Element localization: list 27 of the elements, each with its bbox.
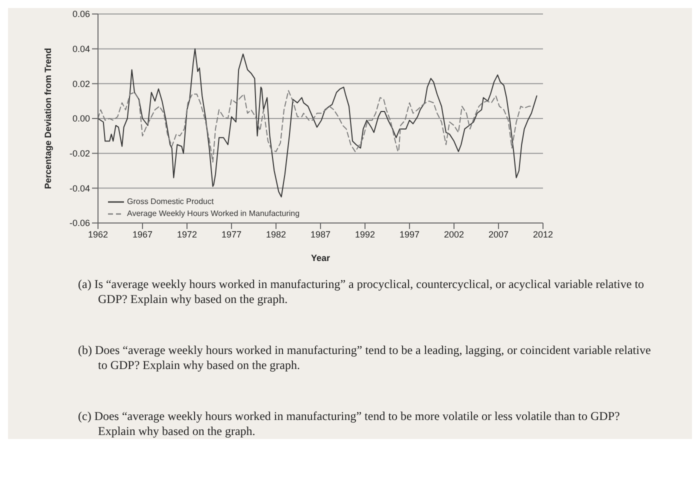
y-axis-title: Percentage Deviation from Trend bbox=[43, 48, 54, 190]
line-series bbox=[98, 48, 538, 198]
legend-label: Gross Domestic Product bbox=[127, 197, 214, 206]
x-tick-label: 1997 bbox=[399, 229, 420, 240]
x-tick-label: 1977 bbox=[221, 229, 242, 240]
text: (c) Does “average weekly hours worked in manufacturing” tend to be more volatile or less volatile than to GDP? Explain why based on the graph. bbox=[78, 409, 621, 439]
legend-label: Average Weekly Hours Worked in Manufacturing bbox=[127, 209, 300, 218]
x-tick-label: 2002 bbox=[444, 229, 464, 240]
text: (a) Is “average weekly hours worked in manufacturing” a procyclical, countercyclical, or acyclical variable relative to GDP? Explain why based on the graph. bbox=[78, 277, 646, 307]
x-tick-label: 1987 bbox=[310, 229, 331, 240]
y-tick-label: 0.00 bbox=[72, 114, 90, 124]
y-tick-label: 0.04 bbox=[72, 44, 90, 54]
x-tick-label: 1972 bbox=[176, 229, 198, 240]
x-tick-label: 1992 bbox=[354, 229, 376, 240]
x-tick-label: 1982 bbox=[266, 229, 286, 240]
x-tick-label: 2007 bbox=[488, 229, 509, 240]
line-series bbox=[98, 90, 534, 163]
y-tick-label: -0.06 bbox=[69, 218, 90, 228]
y-tick-label: 0.02 bbox=[72, 78, 90, 89]
y-tick-label: 0.06 bbox=[72, 9, 90, 20]
y-tick-label: -0.02 bbox=[69, 148, 90, 159]
x-tick-label: 1962 bbox=[88, 229, 108, 240]
x-tick-label: 1967 bbox=[132, 229, 153, 240]
x-tick-label: 2012 bbox=[532, 229, 554, 240]
x-axis-title: Year bbox=[310, 253, 330, 263]
y-tick-label: -0.04 bbox=[69, 183, 90, 194]
text: (b) Does “average weekly hours worked in manufacturing” tend to be a leading, lagging, or coincident variable relative to GDP? Explain why based on the graph. bbox=[78, 343, 652, 373]
